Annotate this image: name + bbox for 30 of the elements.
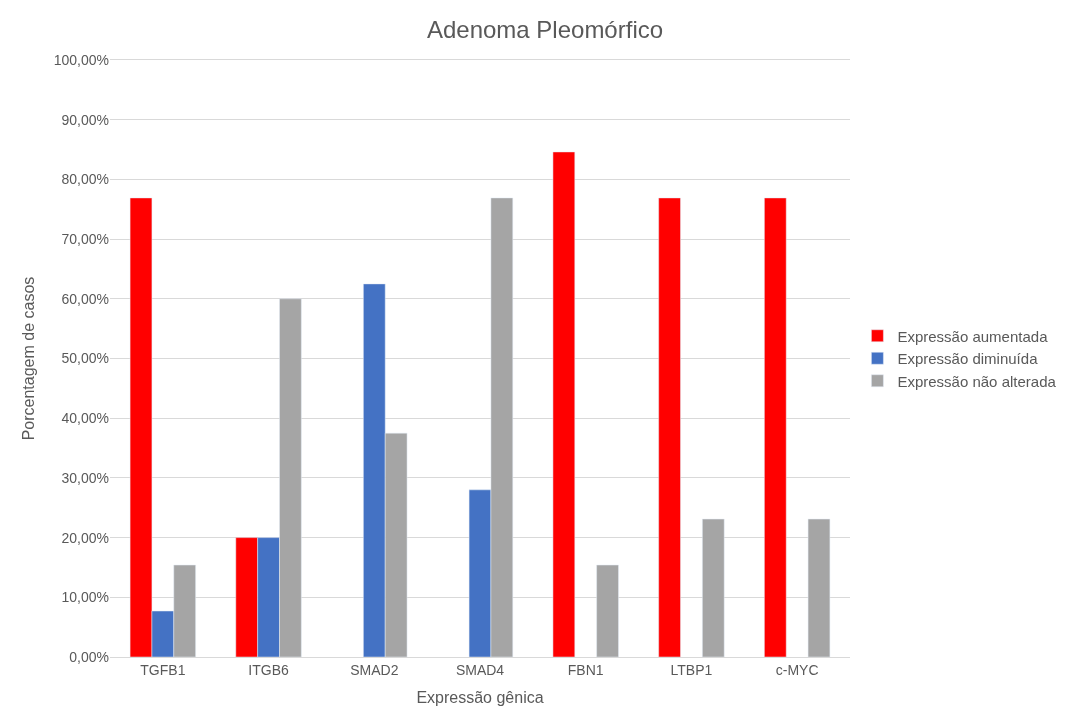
bar <box>702 518 725 657</box>
bar <box>658 197 681 657</box>
y-tick-label: 20,00% <box>61 529 109 546</box>
y-tick-label: 80,00% <box>61 171 109 188</box>
y-tick-label: 70,00% <box>61 231 109 247</box>
legend-label: Expressão não alterada <box>897 372 1057 390</box>
y-axis-title: Porcentagem de casos <box>19 276 37 441</box>
bar <box>596 564 619 657</box>
y-tick-label: 60,00% <box>61 290 109 307</box>
y-tick-label: 0,00% <box>69 648 109 665</box>
bar <box>807 518 831 657</box>
x-tick-label: SMAD4 <box>455 661 505 678</box>
x-tick-label: c-MYC <box>775 661 819 678</box>
legend-label: Expressão diminuída <box>897 350 1039 368</box>
y-tick-label: 40,00% <box>61 410 109 427</box>
y-tick-label: 10,00% <box>61 589 109 606</box>
y-tick-label: 50,00% <box>61 350 109 367</box>
bar <box>764 197 787 657</box>
y-tick-label: 90,00% <box>61 111 109 128</box>
x-tick-label: SMAD2 <box>350 661 399 678</box>
x-tick-label: LTBP1 <box>670 661 713 678</box>
x-tick-label: FBN1 <box>567 661 604 678</box>
x-tick-label: TGFB1 <box>140 661 186 678</box>
chart-title: Adenoma Pleomórfico <box>426 16 664 44</box>
x-tick-label: ITGB6 <box>248 661 289 678</box>
legend-label: Expressão aumentada <box>897 327 1049 345</box>
y-tick-label: 30,00% <box>61 469 109 486</box>
bar <box>552 151 576 657</box>
y-tick-label: 100,00% <box>53 51 109 68</box>
x-axis-title: Expressão gênica <box>416 689 544 707</box>
